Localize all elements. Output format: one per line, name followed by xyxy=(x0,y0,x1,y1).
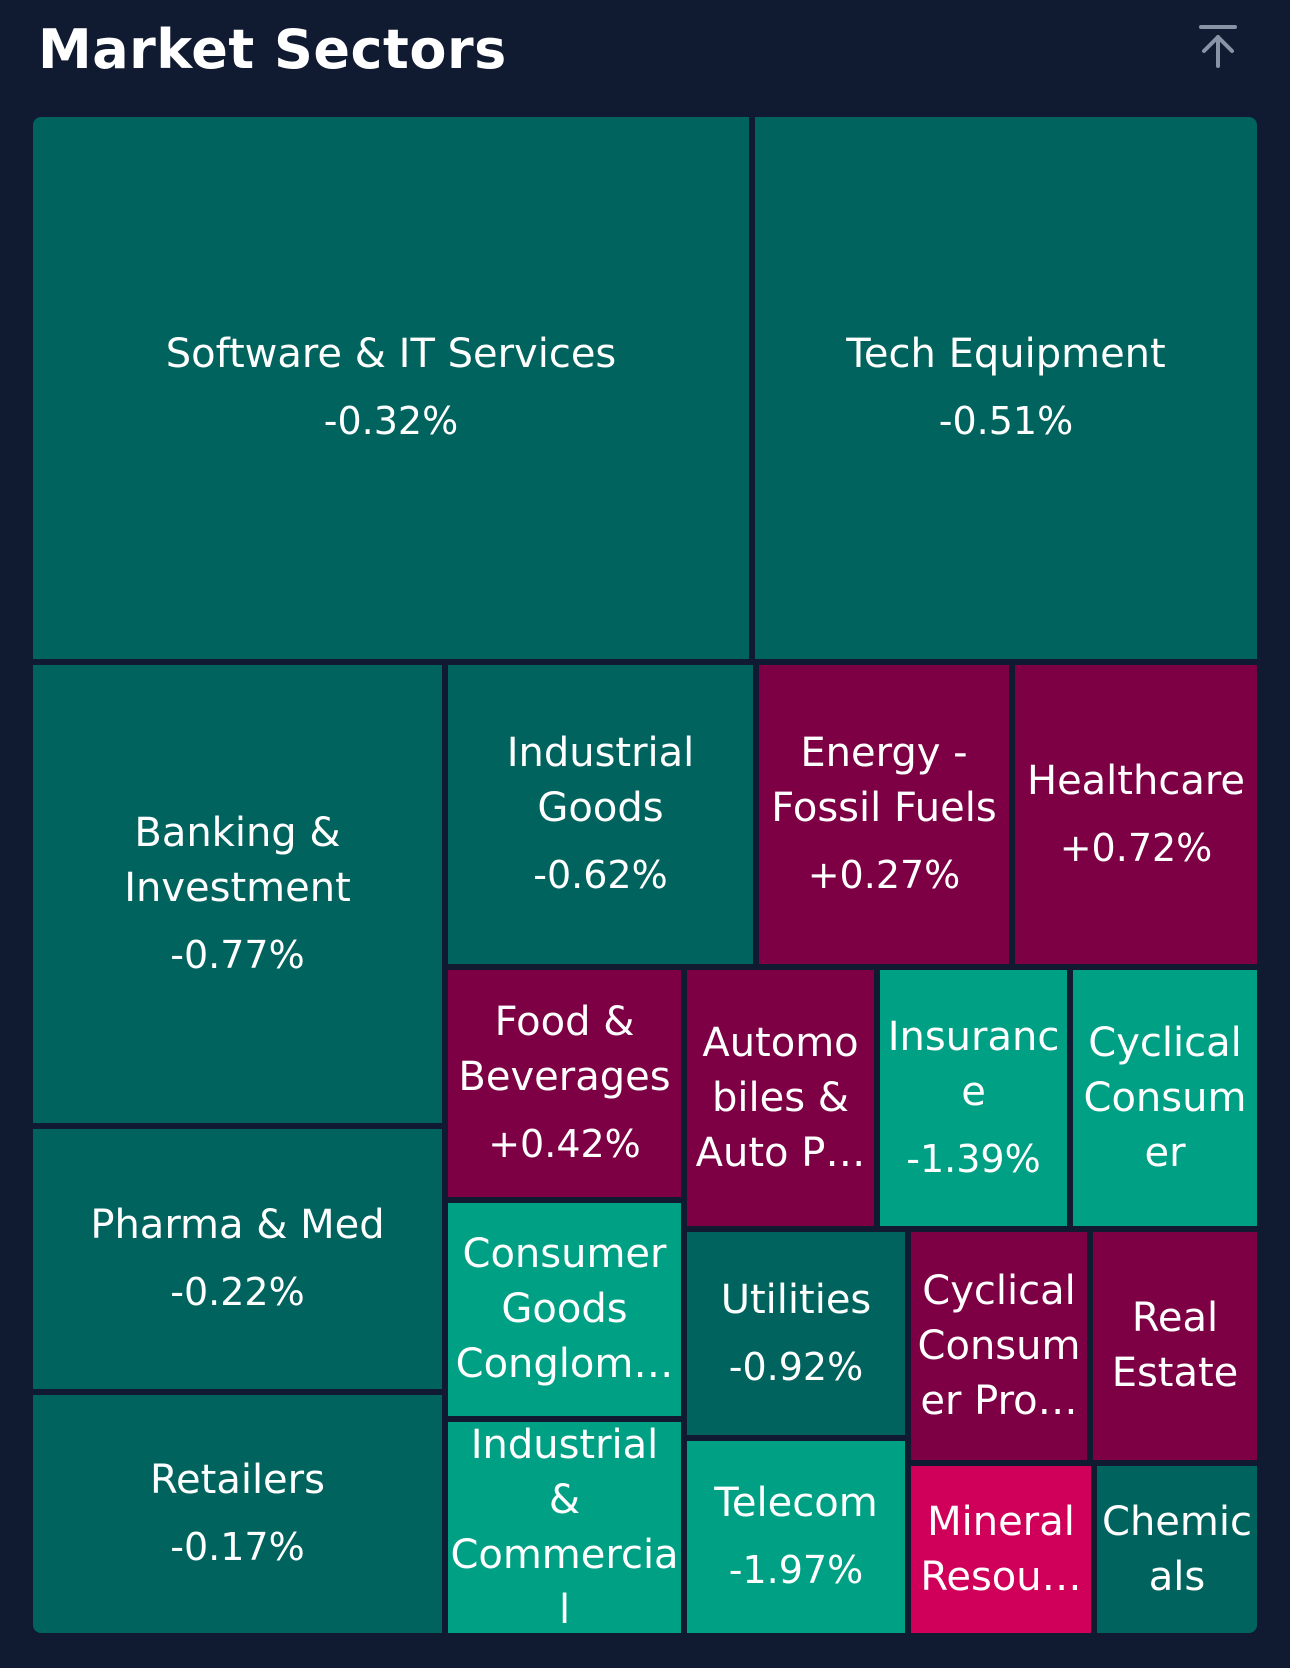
sector-tile[interactable]: Energy - Fossil Fuels +0.27% xyxy=(759,665,1009,964)
sector-name-line: Automo xyxy=(702,1019,859,1066)
sector-name: Utilities xyxy=(713,1273,880,1328)
sector-name-line: als xyxy=(1148,1553,1206,1600)
sector-tile[interactable]: Mineral Resou… xyxy=(911,1466,1091,1633)
sector-change: -0.22% xyxy=(170,1270,305,1314)
sector-tile[interactable]: Consumer Goods Conglom… xyxy=(448,1203,681,1416)
sector-name-line: Consum xyxy=(1083,1074,1247,1121)
sector-name: Pharma & Med xyxy=(82,1198,392,1253)
sector-name: Telecom xyxy=(706,1476,885,1531)
sector-name-line: Pharma & Med xyxy=(90,1202,385,1248)
sector-name: Food & Beverages xyxy=(450,995,678,1105)
sector-name-line: Consumer xyxy=(462,1231,667,1277)
page-title: Market Sectors xyxy=(38,18,507,81)
sector-name-line: Commercia xyxy=(450,1531,679,1578)
sector-name-line: Cyclical xyxy=(1088,1019,1242,1066)
sector-tile[interactable]: Automo biles & Auto P… xyxy=(687,970,874,1226)
sector-name-line: Tech Equipment xyxy=(846,331,1166,377)
sector-tile[interactable]: Utilities -0.92% xyxy=(687,1232,905,1435)
sector-name-line: Consum xyxy=(917,1322,1081,1369)
sector-name-line: Telecom xyxy=(714,1480,878,1526)
sector-change: +0.72% xyxy=(1059,825,1213,870)
sector-tile[interactable]: Retailers -0.17% xyxy=(33,1395,442,1633)
sector-tile[interactable]: Real Estate xyxy=(1093,1232,1257,1460)
sector-name: Insuranc e xyxy=(880,1010,1067,1120)
sector-change: +0.27% xyxy=(807,853,961,897)
sector-tile[interactable]: Tech Equipment -0.51% xyxy=(755,117,1257,659)
sector-name: Banking & Investment xyxy=(116,806,359,916)
sector-tile[interactable]: Industrial Goods -0.62% xyxy=(448,665,753,964)
sector-name-line: l xyxy=(558,1586,571,1633)
sector-tile[interactable]: Telecom -1.97% xyxy=(687,1441,905,1633)
sector-name-line: Energy - xyxy=(800,730,968,776)
sector-name-line: Resou… xyxy=(920,1553,1082,1600)
sector-name-line: Retailers xyxy=(150,1457,325,1503)
sector-name: Chemic als xyxy=(1097,1495,1257,1605)
sector-change: +0.42% xyxy=(488,1122,641,1166)
sector-tile[interactable]: Software & IT Services -0.32% xyxy=(33,117,749,659)
collapse-button[interactable] xyxy=(1190,18,1246,74)
sector-name: Retailers xyxy=(142,1453,333,1508)
sector-change: -0.17% xyxy=(170,1525,305,1569)
sector-name-line: Fossil Fuels xyxy=(771,785,997,831)
sector-name-line: Chemic xyxy=(1102,1498,1252,1545)
sector-tile[interactable]: Chemic als xyxy=(1097,1466,1257,1633)
sector-name-line: Utilities xyxy=(720,1276,872,1323)
sector-name-line: Auto P… xyxy=(695,1129,866,1176)
sector-name-line: Insuranc xyxy=(887,1013,1060,1060)
sector-change: -0.77% xyxy=(170,932,305,977)
sector-name: Healthcare xyxy=(1019,754,1253,809)
sector-tile[interactable]: Banking & Investment -0.77% xyxy=(33,665,442,1123)
sector-change: -0.92% xyxy=(728,1344,864,1389)
sector-name-line: Food & xyxy=(494,999,635,1045)
sector-tile[interactable]: Food & Beverages +0.42% xyxy=(448,970,681,1197)
sector-name: Software & IT Services xyxy=(158,327,625,382)
sector-name: Tech Equipment xyxy=(838,327,1173,382)
sector-name-line: e xyxy=(961,1068,986,1115)
sector-name: Real Estate xyxy=(1104,1291,1247,1401)
sector-name: Automo biles & Auto P… xyxy=(688,1016,874,1181)
sector-name-line: Industrial xyxy=(506,730,695,776)
sector-name-line: er xyxy=(1144,1129,1186,1176)
sector-name: Consumer Goods Conglom… xyxy=(448,1227,681,1392)
sector-name-line: Real xyxy=(1131,1295,1219,1341)
sector-name: Mineral Resou… xyxy=(912,1495,1089,1605)
sector-tile[interactable]: Cyclical Consum er Pro… xyxy=(911,1232,1087,1460)
sector-name-line: Industrial & xyxy=(470,1422,659,1523)
sector-tile[interactable]: Industrial & Commercia l xyxy=(448,1422,681,1633)
sector-name: Energy - Fossil Fuels xyxy=(763,726,1004,836)
sector-name-line: Banking & xyxy=(134,809,341,856)
sector-name: Cyclical Consum er Pro… xyxy=(911,1264,1087,1429)
sector-name-line: Cyclical xyxy=(922,1267,1076,1314)
sector-name-line: Beverages xyxy=(458,1054,671,1100)
sector-name: Cyclical Consum er xyxy=(1076,1016,1255,1181)
sector-change: -0.62% xyxy=(533,853,668,897)
sector-name-line: er Pro… xyxy=(920,1377,1078,1424)
sector-tile[interactable]: Pharma & Med -0.22% xyxy=(33,1129,442,1389)
sector-name-line: Estate xyxy=(1111,1350,1239,1396)
sector-name-line: biles & xyxy=(712,1074,849,1121)
sector-name-line: Goods xyxy=(537,785,664,831)
sector-tile[interactable]: Insuranc e -1.39% xyxy=(880,970,1067,1226)
sector-change: -0.51% xyxy=(938,399,1074,443)
sector-name-line: Goods xyxy=(501,1286,628,1332)
sector-change: -1.97% xyxy=(728,1548,864,1592)
sector-name: Industrial & Commercia l xyxy=(448,1422,681,1633)
sector-name: Industrial Goods xyxy=(499,726,703,836)
sector-name-line: Conglom… xyxy=(455,1341,674,1387)
sector-name-line: Healthcare xyxy=(1026,757,1246,804)
sector-change: -1.39% xyxy=(906,1136,1041,1181)
arrow-up-to-line-icon xyxy=(1199,25,1237,68)
sector-tile[interactable]: Healthcare +0.72% xyxy=(1015,665,1257,964)
sector-name-line: Software & IT Services xyxy=(165,331,617,377)
sector-name-line: Investment xyxy=(124,864,351,911)
sector-change: -0.32% xyxy=(323,399,459,443)
sector-name-line: Mineral xyxy=(927,1498,1075,1545)
sector-tile[interactable]: Cyclical Consum er xyxy=(1073,970,1257,1226)
header: Market Sectors xyxy=(0,0,1290,110)
sector-treemap: Software & IT Services -0.32% Tech Equipme… xyxy=(33,117,1257,1633)
